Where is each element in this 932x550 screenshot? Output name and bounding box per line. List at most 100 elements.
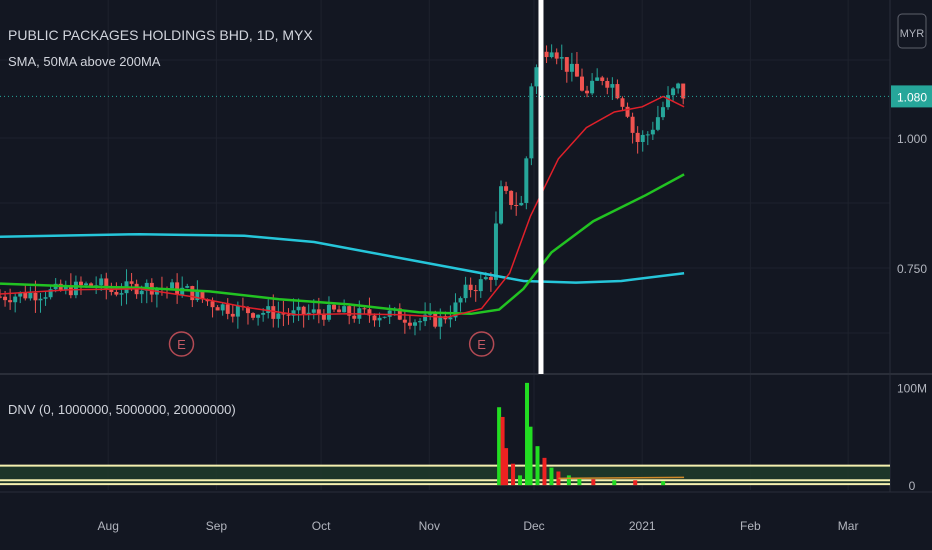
earnings-label: E — [177, 337, 186, 352]
candle-body — [534, 67, 539, 87]
time-tick-label: Oct — [312, 519, 331, 533]
candle-body — [215, 307, 220, 311]
candle-body — [104, 278, 109, 289]
sma_short-line — [0, 95, 685, 319]
candle-body — [600, 77, 605, 82]
time-tick-label: Dec — [523, 519, 544, 533]
candle-body — [605, 81, 610, 88]
volume-bar — [504, 448, 509, 486]
sma200-line — [0, 232, 685, 284]
price-tick-label: 1.000 — [897, 132, 927, 146]
candle-body — [261, 312, 266, 315]
candle-body — [615, 84, 620, 99]
candle-body — [645, 134, 650, 136]
candle-body — [225, 304, 230, 314]
candle-body — [38, 298, 43, 301]
earnings-circle — [468, 331, 495, 357]
candle-body — [200, 291, 205, 300]
candle-body — [590, 80, 595, 94]
candle-body — [488, 277, 493, 280]
candle-body — [666, 95, 671, 108]
candle-body — [564, 57, 569, 72]
candle-body — [529, 86, 534, 159]
candle-body — [362, 308, 367, 310]
candle-body — [463, 284, 468, 299]
candle-body — [549, 52, 554, 58]
candle-body — [428, 313, 433, 315]
candle-body — [483, 277, 488, 280]
sma-indicator-label[interactable]: SMA, 50MA above 200MA — [8, 54, 161, 69]
dnv-indicator-label[interactable]: DNV (0, 1000000, 5000000, 20000000) — [8, 402, 236, 417]
candle-body — [671, 88, 676, 96]
candle-body — [418, 321, 423, 323]
volume-bar — [511, 463, 516, 486]
candle-body — [468, 284, 473, 291]
candle-body — [499, 186, 504, 224]
candle-body — [296, 306, 301, 311]
candle-body — [220, 304, 225, 311]
candle-body — [438, 316, 443, 327]
last-price-label: 1.080 — [897, 90, 927, 104]
candle-body — [640, 134, 645, 143]
candle-body — [337, 309, 342, 313]
candle-body — [433, 313, 438, 327]
candle-body — [114, 291, 119, 295]
candle-body — [660, 107, 665, 118]
candle-body — [544, 51, 549, 58]
candle-body — [18, 292, 23, 297]
price-tick-label: 0.750 — [897, 262, 927, 276]
volume-bar — [577, 478, 582, 486]
candle-body — [342, 306, 347, 313]
candle-body — [276, 313, 281, 319]
candle-body — [514, 204, 519, 206]
candle-body — [291, 310, 296, 316]
candle-body — [235, 305, 240, 317]
candle-body — [180, 287, 185, 295]
volume-bar — [549, 467, 554, 486]
highlight-bar — [538, 0, 544, 374]
volume-bar — [497, 407, 502, 486]
volume-tick-label: 0 — [909, 479, 916, 493]
time-tick-label: Sep — [206, 519, 228, 533]
currency-button[interactable]: MYR — [897, 13, 927, 49]
currency-label: MYR — [900, 28, 925, 40]
candle-body — [347, 306, 352, 316]
volume-threshold-band — [0, 465, 890, 485]
candle-body — [144, 282, 149, 291]
volume-bar — [500, 416, 505, 486]
volume-pane — [0, 382, 890, 486]
candle-body — [281, 313, 286, 315]
earnings-label: E — [477, 337, 486, 352]
candle-body — [316, 309, 321, 314]
candle-body — [210, 301, 215, 308]
candle-body — [185, 286, 190, 288]
earnings-circle — [168, 331, 195, 357]
candle-body — [681, 83, 686, 99]
candle-body — [610, 84, 615, 88]
volume-bar — [591, 479, 596, 486]
candle-body — [129, 281, 134, 284]
candle-body — [407, 322, 412, 326]
candle-body — [63, 285, 68, 290]
candle-body — [73, 281, 78, 296]
candle-body — [332, 304, 337, 310]
candle-body — [554, 52, 559, 59]
symbol-title: PUBLIC PACKAGES HOLDINGS BHD, 1D, MYX — [8, 27, 313, 43]
candle-body — [372, 315, 377, 321]
candle-body — [230, 313, 235, 317]
candle-body — [84, 283, 89, 286]
candle-body — [453, 302, 458, 318]
candle-body — [8, 300, 13, 303]
volume-bar — [518, 475, 523, 486]
candle-body — [367, 309, 372, 316]
candle-body — [519, 202, 524, 206]
candle-body — [412, 322, 417, 326]
time-tick-label: Mar — [838, 519, 859, 533]
candle-body — [190, 286, 195, 301]
candle-body — [524, 158, 529, 203]
candle-body — [509, 190, 514, 205]
time-tick-label: Nov — [419, 519, 440, 533]
candle-body — [493, 223, 498, 280]
